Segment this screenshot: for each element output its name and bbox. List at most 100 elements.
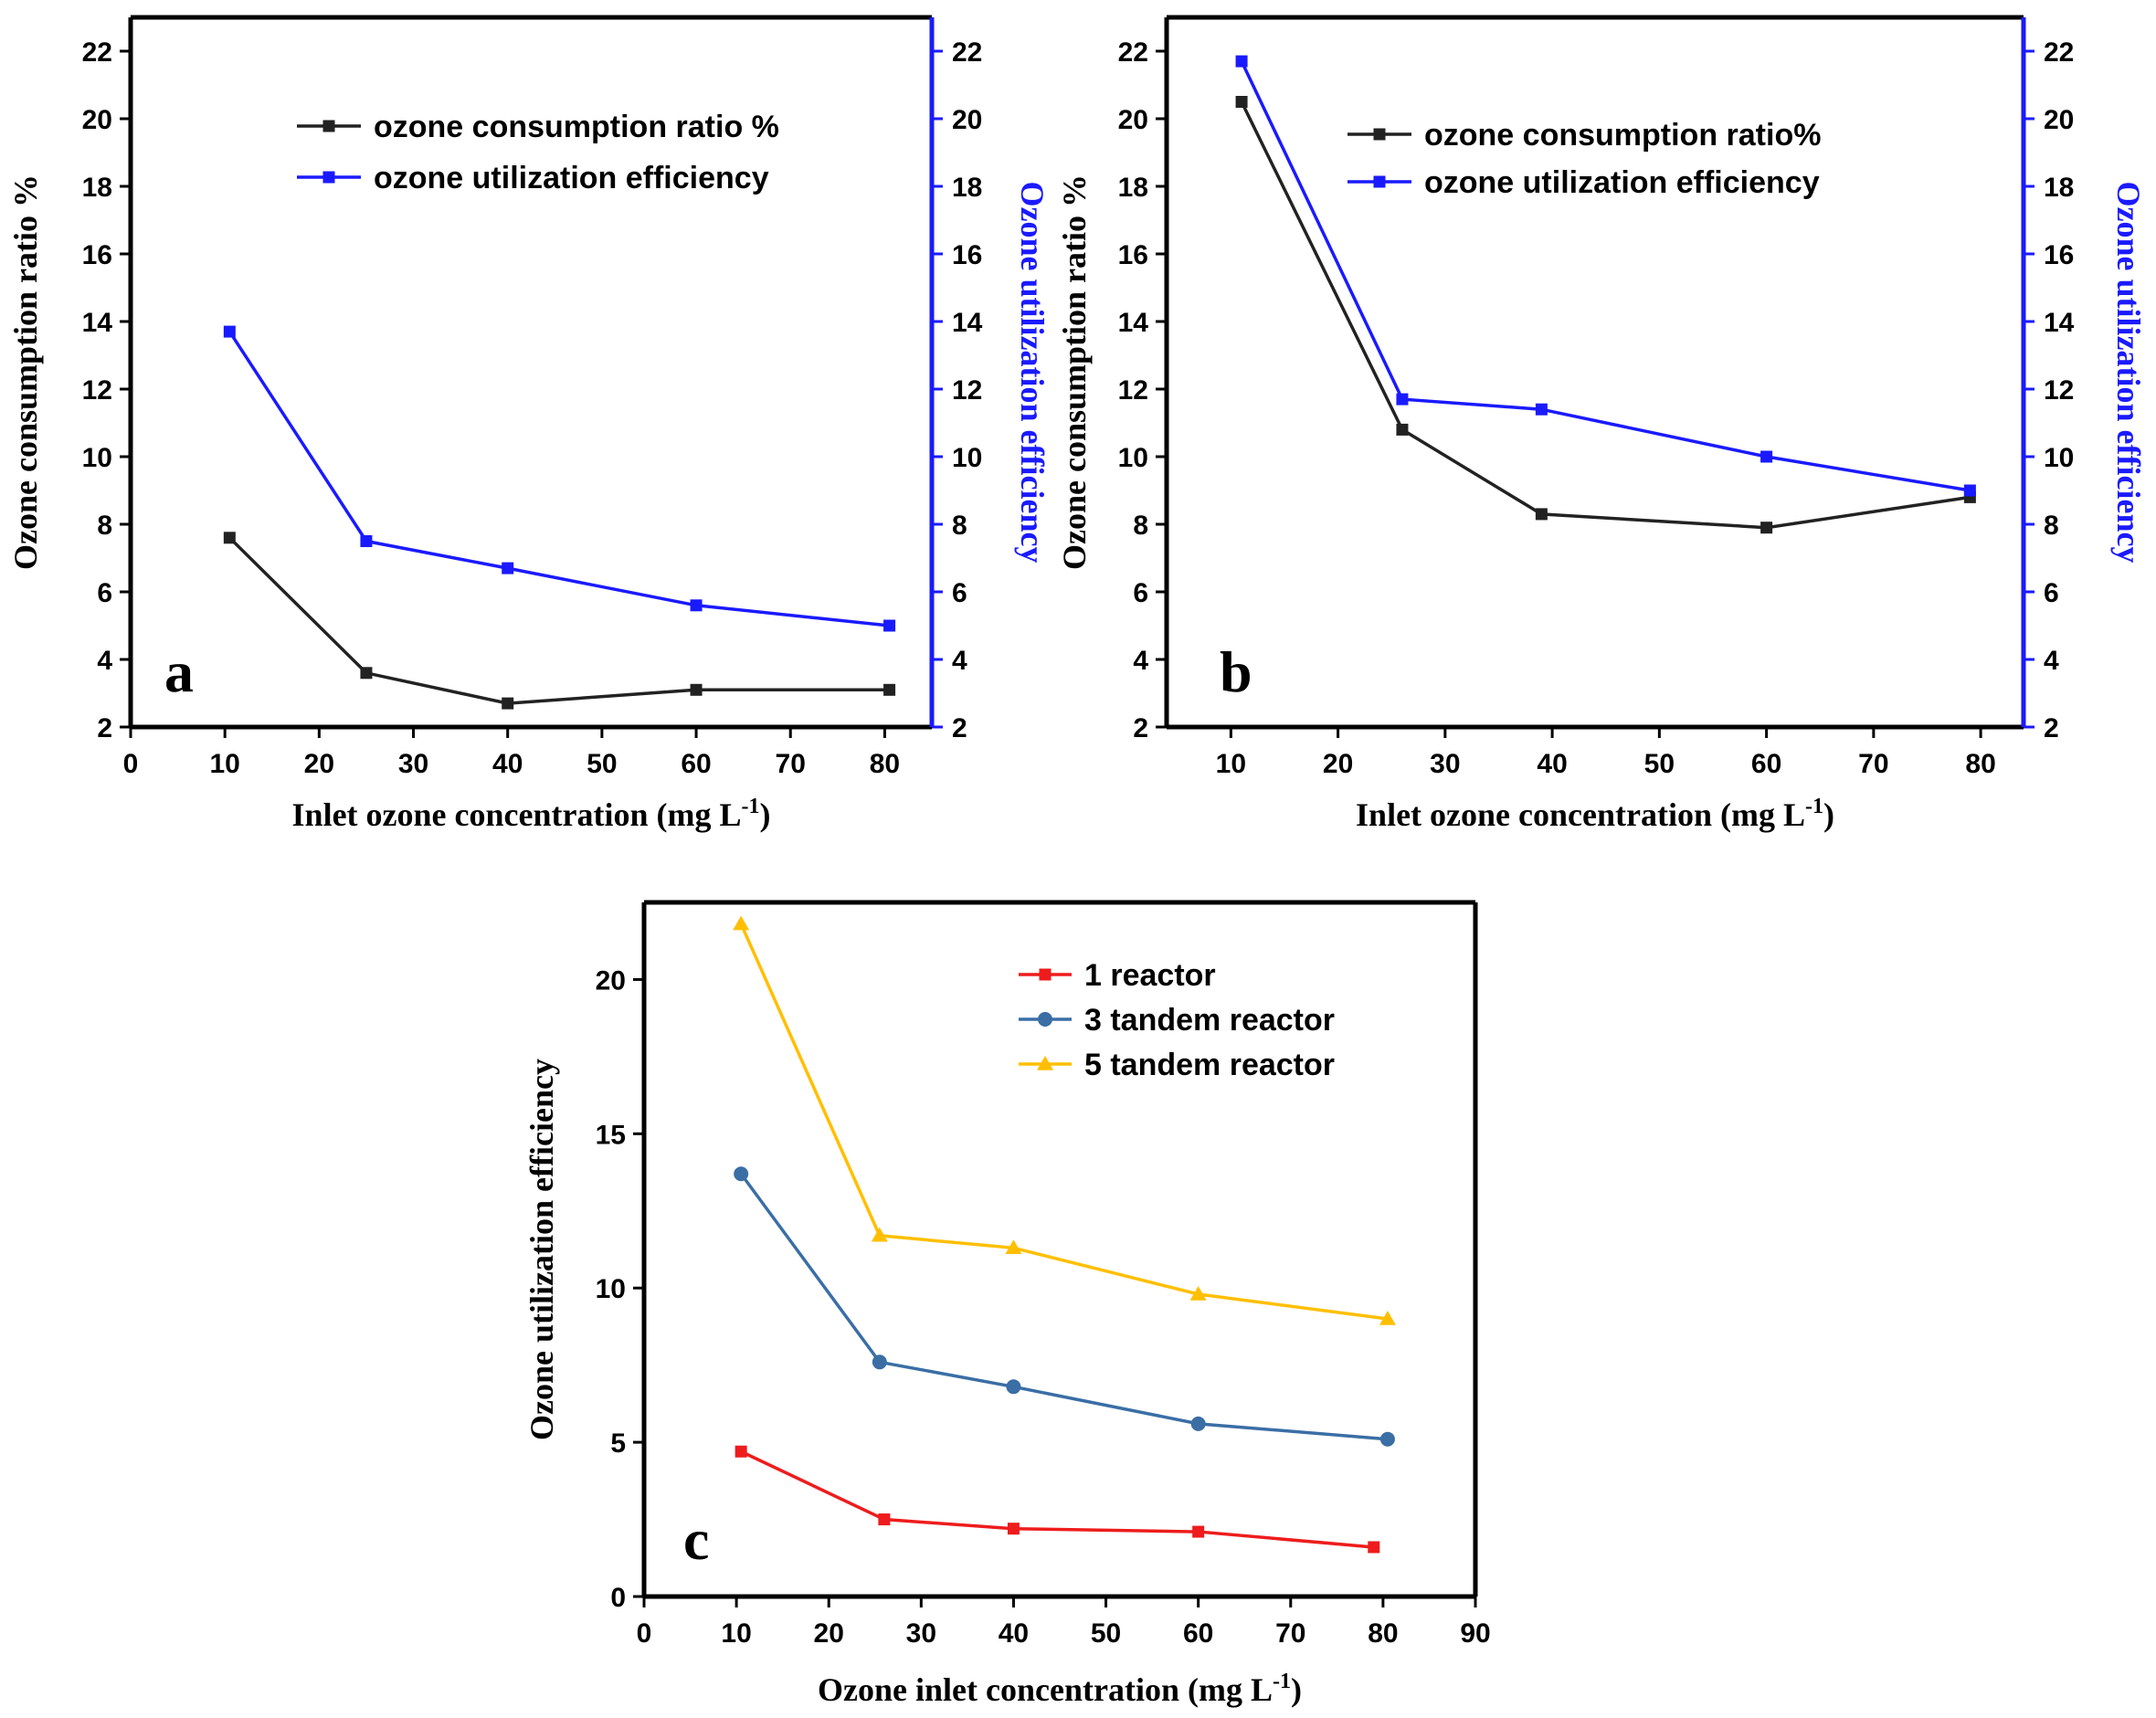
y-tick-label: 16 [82, 240, 112, 270]
x-tick-label: 70 [776, 749, 806, 779]
y2-axis-title: Ozone utilization efficiency [1014, 182, 1051, 564]
x-tick-label: 80 [1965, 749, 1995, 779]
data-point [360, 667, 373, 680]
y2-tick-label: 20 [2044, 105, 2074, 135]
y2-tick-label: 20 [952, 105, 982, 135]
data-point [883, 683, 896, 696]
legend-marker [322, 171, 335, 184]
legend-label: ozone consumption ratio % [374, 110, 779, 144]
y-tick-label: 10 [1118, 443, 1148, 473]
x-tick-label: 60 [1751, 749, 1781, 779]
panel-letter: b [1220, 639, 1252, 704]
x-tick-label: 20 [304, 749, 334, 779]
y-tick-label: 12 [82, 375, 112, 406]
legend-label: 3 tandem reactor [1084, 1003, 1335, 1038]
x-axis-title: Ozone inlet concentration (mg L-1) [818, 1670, 1302, 1708]
x-tick-label: 60 [681, 749, 711, 779]
y2-tick-label: 14 [952, 308, 983, 338]
y2-tick-label: 10 [2044, 443, 2074, 473]
y2-tick-label: 10 [952, 443, 982, 473]
y-axis-title: Ozone consumption ratio % [7, 174, 44, 570]
x-tick-label: 70 [1275, 1618, 1305, 1649]
y-tick-label: 14 [82, 308, 113, 338]
panel-letter: a [164, 639, 194, 704]
data-point [878, 1513, 891, 1526]
chart-panel-a: 0 10 20 30 40 50 60 70 8024681012141618202224681… [7, 15, 1051, 833]
y2-tick-label: 12 [2044, 375, 2074, 406]
data-point [1235, 96, 1248, 108]
series-line-2 [227, 331, 890, 627]
y-tick-label: 20 [82, 105, 112, 135]
x-tick-label: 30 [906, 1618, 936, 1649]
legend-label: ozone utilization efficiency [374, 161, 769, 195]
series-line-1 [228, 536, 890, 705]
y-tick-label: 5 [610, 1428, 626, 1459]
y-tick-label: 8 [97, 511, 112, 541]
y2-tick-label: 22 [952, 37, 982, 68]
x-tick-label: 20 [814, 1618, 844, 1649]
data-point [1535, 403, 1548, 416]
y-tick-label: 18 [82, 173, 112, 203]
y2-tick-label: 6 [2044, 578, 2059, 608]
x-tick-label: 40 [492, 749, 523, 779]
legend-label: 1 reactor [1084, 958, 1216, 993]
y2-tick-label: 4 [952, 646, 967, 676]
data-point [1368, 1541, 1380, 1554]
x-tick-label: 50 [1644, 749, 1675, 779]
data-point [1007, 1523, 1020, 1535]
x-tick-label: 50 [1091, 1618, 1121, 1649]
data-point [1535, 508, 1548, 521]
y-tick-label: 20 [596, 965, 626, 996]
legend-marker [1037, 1056, 1053, 1070]
data-point [502, 562, 514, 574]
series-line-1 [740, 1449, 1374, 1549]
x-tick-label: 80 [1368, 1618, 1398, 1649]
y2-axis-title: Ozone utilization efficiency [2110, 182, 2147, 564]
y-tick-label: 16 [1118, 240, 1148, 270]
y-tick-label: 4 [97, 646, 112, 676]
y-tick-label: 6 [1133, 578, 1148, 608]
legend-label: ozone utilization efficiency [1424, 165, 1820, 200]
data-point [1379, 1311, 1396, 1325]
y2-tick-label: 2 [952, 713, 967, 743]
data-point [360, 535, 373, 547]
y2-tick-label: 4 [2044, 646, 2059, 676]
data-point [1396, 393, 1409, 406]
y2-tick-label: 16 [952, 240, 982, 270]
x-axis-title: Inlet ozone concentration (mg L-1) [292, 795, 771, 833]
x-tick-label: 60 [1183, 1618, 1213, 1649]
chart-panel-b: 10 20 30 40 50 60 70 80246810121416182022246810… [1060, 15, 2147, 833]
legend-label: ozone consumption ratio% [1424, 118, 1821, 153]
x-tick-label: 0 [123, 749, 139, 779]
legend-label: 5 tandem reactor [1084, 1048, 1335, 1082]
y-tick-label: 22 [82, 37, 112, 68]
y2-tick-label: 2 [2044, 713, 2059, 743]
data-point [1189, 1285, 1207, 1301]
data-point [1235, 55, 1248, 68]
x-tick-label: 90 [1460, 1618, 1490, 1649]
y-tick-label: 6 [97, 578, 112, 608]
legend-marker [1039, 968, 1052, 981]
panel-letter: c [683, 1507, 709, 1572]
data-point [883, 619, 896, 632]
y2-tick-label: 14 [2044, 308, 2075, 338]
x-tick-label: 10 [209, 749, 239, 779]
y-tick-label: 4 [1133, 646, 1148, 676]
y-tick-label: 22 [1118, 37, 1148, 68]
legend-marker [1373, 128, 1386, 141]
x-tick-label: 30 [398, 749, 428, 779]
y-tick-label: 20 [1118, 105, 1148, 135]
y-tick-label: 10 [82, 443, 112, 473]
data-point [1006, 1379, 1021, 1395]
data-point [223, 532, 236, 544]
chart-panel-c: 0 10 20 30 40 50 60 70 80 90 0 5 10 15 20 1 reactor 3 ta… [523, 900, 1491, 1708]
data-point [872, 1354, 887, 1370]
data-point [871, 1227, 888, 1242]
data-point [735, 1445, 747, 1458]
y-axis-title: Ozone consumption ratio % [1060, 174, 1093, 570]
legend-marker [1038, 1012, 1052, 1027]
y-tick-label: 8 [1133, 511, 1148, 541]
data-point [1396, 423, 1409, 436]
data-point [690, 683, 703, 696]
x-tick-label: 20 [1323, 749, 1353, 779]
